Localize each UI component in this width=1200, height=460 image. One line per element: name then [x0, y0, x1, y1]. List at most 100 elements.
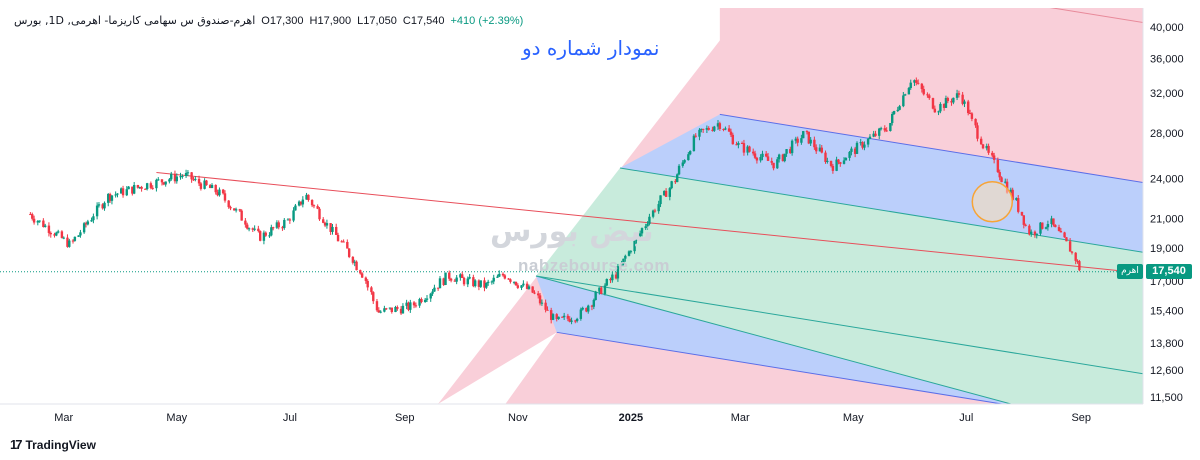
symbol-header: اهرم-صندوق س سهامی کاریزما- اهرمی, 1D, ب… — [14, 14, 523, 27]
candle-body — [850, 148, 853, 152]
candle-body — [283, 219, 286, 228]
candle-body — [346, 241, 349, 249]
candle-body — [718, 123, 722, 129]
candle-body — [546, 309, 549, 311]
candle-body — [483, 280, 486, 288]
candle-body — [605, 279, 608, 286]
candle-body — [692, 135, 696, 152]
high-label: H — [309, 14, 318, 27]
candles — [29, 77, 1081, 325]
candle-body — [429, 293, 432, 299]
candle-body — [1030, 231, 1033, 235]
candle-body — [1074, 252, 1077, 261]
candle-body — [125, 189, 128, 196]
candle-body — [145, 183, 149, 190]
candle-body — [375, 301, 379, 311]
candle-body — [531, 286, 534, 293]
candle-body — [190, 172, 193, 180]
candle-body — [735, 144, 738, 146]
tine-mid-lower — [535, 275, 1143, 375]
candle-body — [377, 310, 381, 313]
candle-body — [638, 233, 642, 237]
candle-body — [179, 176, 182, 178]
candle-body — [570, 320, 573, 322]
candle-body — [60, 231, 64, 238]
candle-body — [334, 226, 338, 235]
candle-body — [1054, 224, 1057, 228]
candle-body — [468, 277, 471, 279]
candle-body — [77, 235, 80, 237]
candle-body — [216, 192, 219, 196]
candle-body — [342, 241, 345, 243]
candle-body — [247, 228, 251, 230]
open-label: O — [261, 14, 270, 27]
candle-body — [1004, 181, 1007, 183]
candle-body — [244, 220, 247, 225]
candle-body — [998, 172, 1001, 178]
candle-body — [785, 149, 788, 154]
candle-body — [976, 125, 979, 139]
candle-body — [288, 219, 292, 221]
candle-body — [436, 287, 440, 289]
candle-body — [835, 159, 838, 171]
candle-body — [1052, 218, 1055, 225]
candle-body — [663, 190, 666, 196]
candle-body — [915, 80, 918, 83]
candle-body — [157, 179, 160, 181]
candle-body — [748, 146, 751, 152]
candle-body — [234, 209, 238, 211]
candle-body — [312, 205, 316, 207]
candle-body — [425, 298, 429, 300]
candle-body — [640, 228, 644, 234]
candle-body — [839, 162, 842, 164]
candle-body — [653, 210, 657, 212]
candle-body — [879, 128, 883, 130]
candle-body — [781, 154, 785, 162]
candle-body — [132, 185, 136, 194]
candle-body — [1033, 231, 1037, 236]
candle-body — [31, 214, 34, 219]
tine-lower — [556, 331, 1006, 404]
candle-body — [961, 94, 964, 104]
candle-body — [433, 287, 436, 292]
candle-body — [561, 316, 564, 318]
candle-body — [598, 287, 601, 292]
x-tick-label: Sep — [395, 412, 415, 424]
candle-body — [587, 305, 590, 312]
candle-body — [462, 277, 466, 285]
candle-body — [952, 97, 955, 103]
candle-body — [121, 188, 125, 196]
candle-body — [789, 149, 792, 154]
candle-body — [581, 307, 584, 310]
candle-body — [203, 180, 206, 189]
candle-body — [802, 131, 805, 139]
candle-body — [624, 255, 627, 259]
band-mid-green-2 — [536, 276, 1143, 404]
candle-body — [987, 145, 990, 153]
candle-body — [310, 200, 314, 206]
candle-body — [527, 286, 531, 289]
candle-body — [214, 184, 217, 193]
candle-body — [540, 302, 544, 304]
candle-body — [401, 305, 405, 314]
candle-body — [66, 237, 69, 247]
candle-body — [1000, 177, 1003, 183]
close-label: C — [402, 14, 411, 27]
tradingview-branding[interactable]: 17 TradingView — [10, 437, 96, 452]
candle-body — [199, 183, 203, 189]
candle-body — [175, 176, 179, 182]
candle-body — [611, 274, 614, 281]
candle-body — [359, 270, 362, 274]
candle-body — [1063, 232, 1066, 238]
candle-body — [485, 282, 488, 288]
candle-body — [1005, 181, 1009, 193]
candle-body — [609, 279, 612, 281]
candle-body — [453, 280, 457, 282]
candle-body — [1057, 227, 1061, 232]
candle-body — [477, 280, 481, 287]
candle-body — [861, 142, 864, 148]
candle-body — [316, 206, 319, 209]
candle-body — [670, 181, 673, 189]
candle-body — [442, 278, 445, 285]
